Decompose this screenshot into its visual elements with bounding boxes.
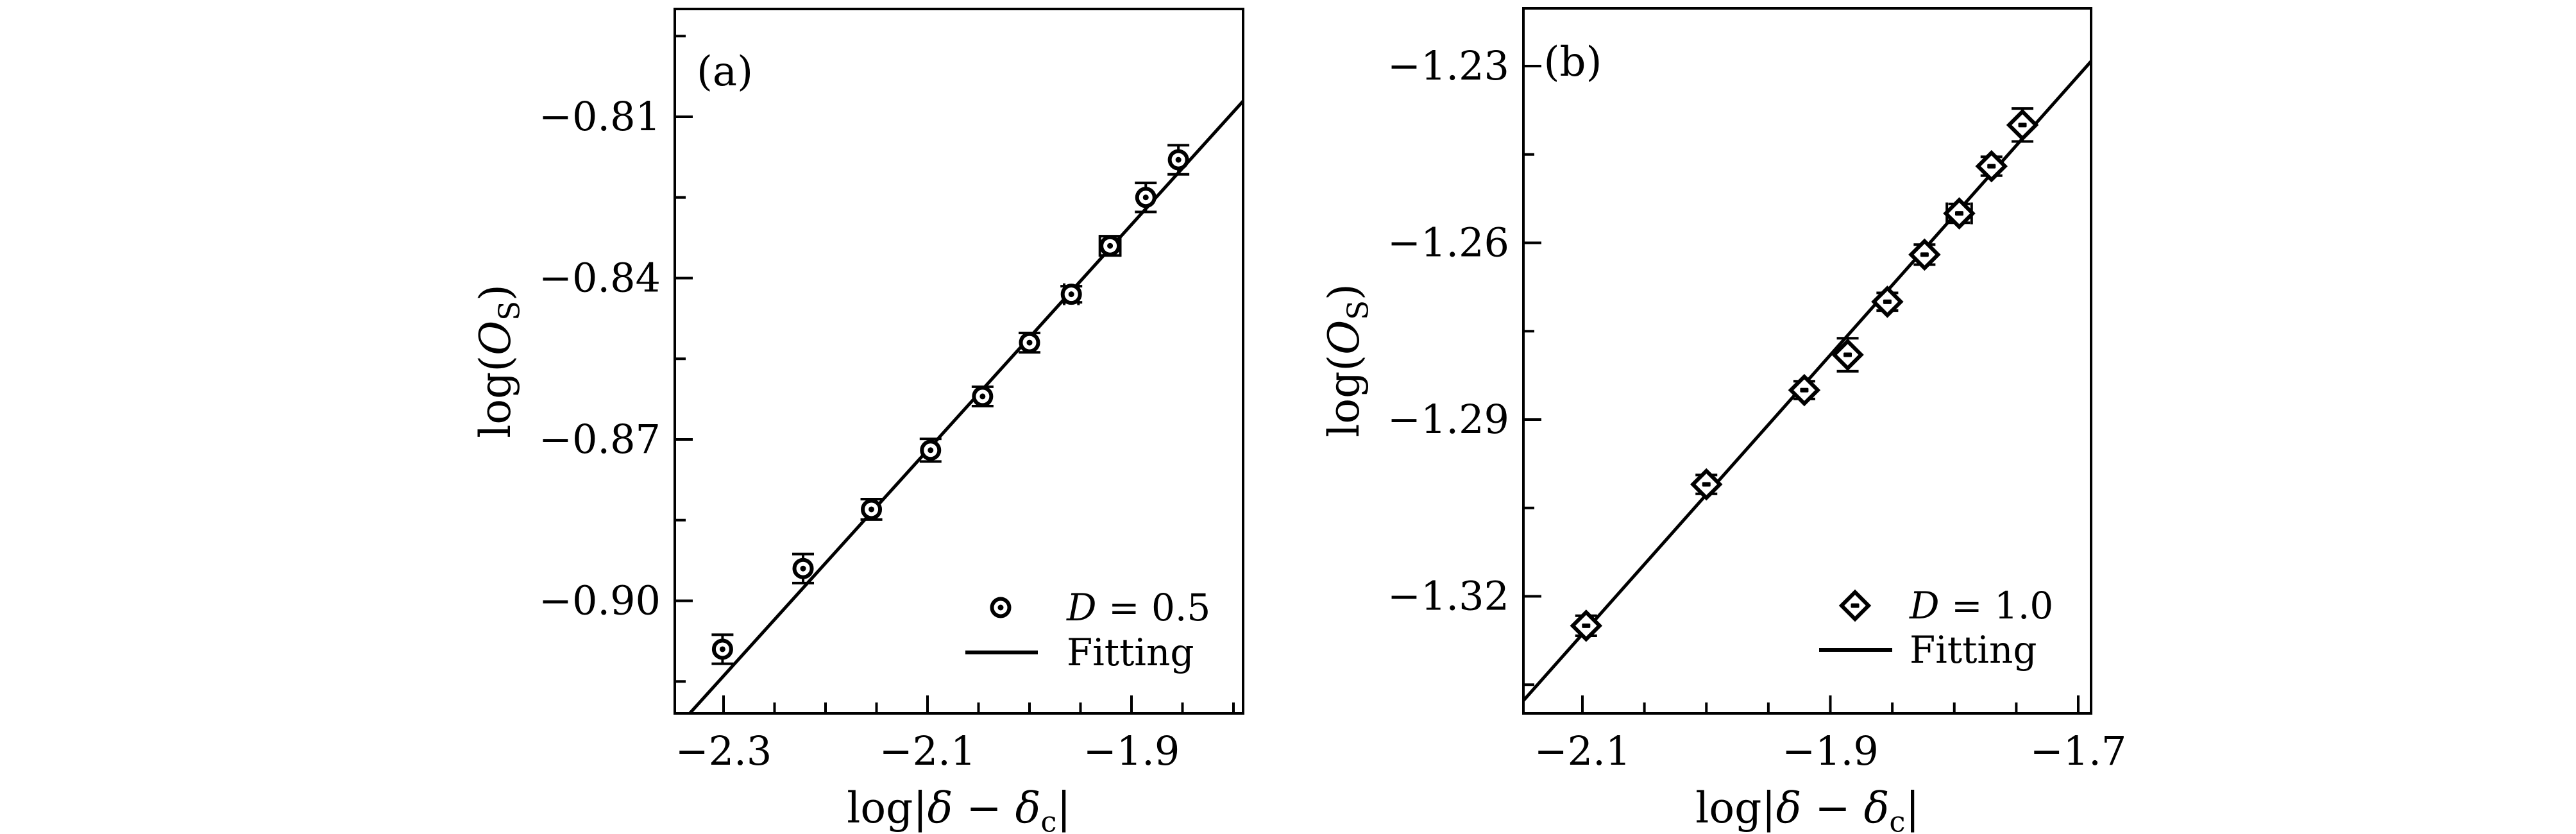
marker-center-dot	[1920, 252, 1929, 257]
panel-label: (b)	[1544, 38, 1602, 86]
data-series	[711, 144, 1190, 665]
marker-center-dot	[1175, 157, 1182, 163]
marker-center-dot	[1987, 164, 1996, 169]
x-tick-label: −2.1	[1534, 728, 1631, 774]
y-tick-label: −1.26	[1387, 219, 1509, 266]
data-point	[1135, 187, 1157, 208]
data-point	[792, 557, 814, 579]
legend-marker-icon	[990, 597, 1012, 618]
data-point	[1831, 338, 1864, 371]
data-point	[1871, 285, 1904, 318]
marker-center-dot	[800, 565, 806, 572]
marker-center-dot	[1851, 603, 1860, 608]
data-point	[2006, 108, 2039, 142]
x-tick-label: −2.3	[675, 728, 772, 774]
data-point	[1943, 197, 1976, 230]
y-tick-label: −0.81	[539, 93, 661, 140]
data-point	[1060, 284, 1082, 305]
x-axis-title: log|δ − δc|	[847, 783, 1071, 834]
y-tick-label: −0.90	[539, 577, 661, 624]
x-ticks: −2.1 −1.9 −1.7	[1534, 695, 2127, 774]
marker-center-dot	[1068, 291, 1074, 298]
data-point	[972, 386, 994, 407]
marker-center-dot	[1954, 211, 1963, 216]
y-ticks: −0.81 −0.84 −0.87 −0.90	[539, 35, 693, 683]
marker-center-dot	[997, 604, 1004, 611]
marker-center-dot	[719, 646, 725, 652]
y-tick-label: −0.87	[539, 416, 661, 463]
legend-fit-label: Fitting	[1067, 631, 1194, 674]
x-tick-label: −1.9	[1782, 728, 1879, 774]
x-tick-label: −2.1	[879, 728, 976, 774]
marker-center-dot	[2018, 123, 2027, 128]
marker-center-dot	[979, 393, 986, 400]
legend-series-label: D = 0.5	[1066, 586, 1210, 629]
data-point	[1690, 468, 1723, 501]
marker-center-dot	[1582, 623, 1591, 628]
plot-frame	[1522, 7, 2092, 715]
x-tick-label: −1.7	[2030, 728, 2127, 774]
legend-marker-icon	[1838, 589, 1872, 622]
plot-frame	[674, 8, 1244, 715]
data-point	[1099, 235, 1121, 257]
x-ticks: −2.3 −2.1 −1.9	[675, 695, 1235, 774]
data-point	[920, 439, 942, 461]
data-point	[1019, 332, 1040, 353]
marker-center-dot	[1800, 387, 1809, 393]
panel-b: −2.1 −1.9 −1.7 −1.23 −1.26 −1.29 −1.32 log|δ − …	[1319, 7, 2127, 834]
marker-center-dot	[1107, 243, 1114, 249]
y-tick-label: −1.29	[1387, 396, 1509, 443]
legend-fit-label: Fitting	[1910, 628, 2037, 672]
data-series	[1570, 107, 2039, 642]
marker-center-dot	[1883, 299, 1892, 304]
data-point	[1908, 238, 1941, 271]
data-point	[1570, 609, 1603, 642]
marker-center-dot	[869, 506, 875, 513]
data-point	[711, 638, 733, 660]
y-ticks: −1.23 −1.26 −1.29 −1.32	[1387, 42, 1541, 686]
data-point	[1788, 373, 1821, 407]
y-axis-title: log(OS)	[471, 284, 527, 438]
y-axis-title: log(OS)	[1319, 284, 1375, 437]
x-tick-label: −1.9	[1083, 728, 1180, 774]
marker-center-dot	[928, 447, 934, 454]
marker-center-dot	[1702, 482, 1711, 487]
panel-a: −2.3 −2.1 −1.9 −0.81 −0.84 −0.87 −0.90 log|δ − …	[471, 8, 1244, 834]
x-axis-title: log|δ − δc|	[1695, 783, 1920, 834]
data-point	[861, 498, 883, 520]
panel-label: (a)	[697, 48, 753, 96]
marker-center-dot	[1843, 352, 1852, 357]
marker-center-dot	[1026, 339, 1033, 346]
y-tick-label: −1.23	[1387, 42, 1509, 89]
data-point	[1975, 149, 2008, 183]
y-tick-label: −1.32	[1387, 573, 1509, 620]
marker-center-dot	[1142, 194, 1149, 201]
legend-series-label: D = 1.0	[1909, 584, 2053, 627]
y-tick-label: −0.84	[539, 255, 661, 302]
data-point	[1167, 149, 1189, 171]
